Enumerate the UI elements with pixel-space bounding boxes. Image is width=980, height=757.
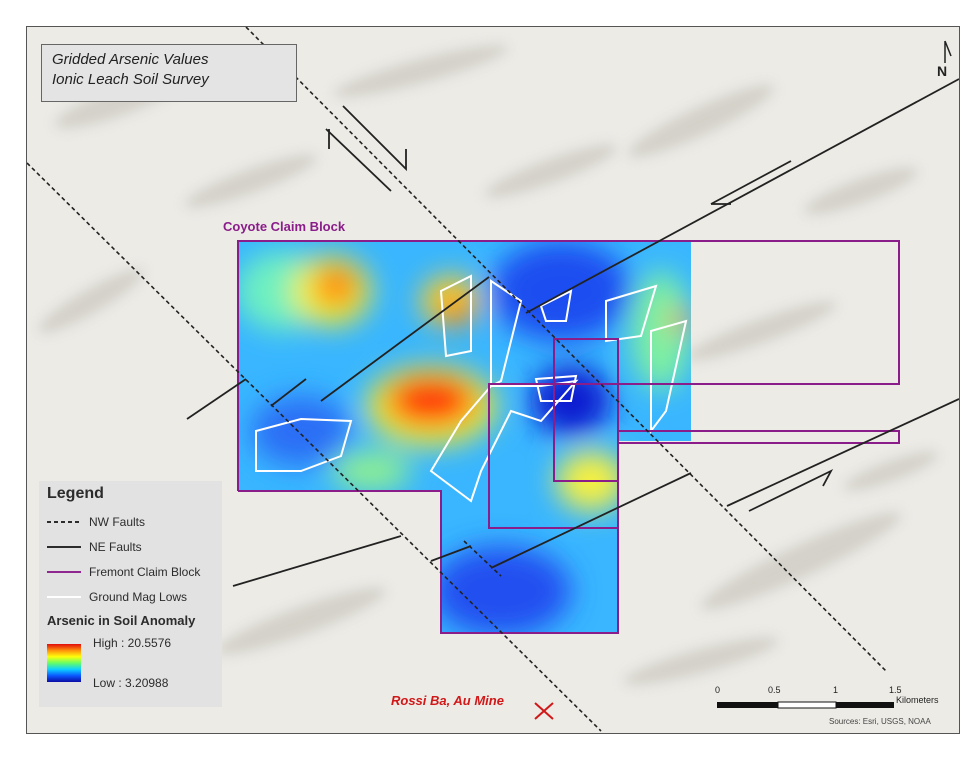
scale-tick: 1	[833, 685, 839, 695]
color-ramp	[47, 644, 81, 682]
claim-block-outlines	[237, 240, 900, 634]
map-title-line2: Ionic Leach Soil Survey	[52, 71, 209, 88]
white-line-swatch	[47, 595, 81, 598]
legend-label: Ground Mag Lows	[89, 589, 188, 604]
scale-tick: 0	[715, 685, 721, 695]
ramp-high-label: High : 20.5576	[93, 636, 172, 650]
ramp-low-label: Low : 3.20988	[93, 676, 169, 690]
legend-label: NW Faults	[89, 514, 146, 529]
north-label: N	[937, 63, 948, 79]
legend: Legend NW Faults NE Faults Fremont Claim…	[39, 481, 222, 707]
scale-tick: 0.5	[768, 685, 781, 695]
hillshade-terrain	[38, 44, 939, 685]
legend-item-fremont-claim: Fremont Claim Block	[47, 559, 214, 584]
legend-item-mag-lows: Ground Mag Lows	[47, 584, 214, 609]
ne-faults	[186, 78, 959, 587]
scale-tick: 1.5	[889, 685, 902, 695]
legend-label: Fremont Claim Block	[89, 564, 201, 579]
legend-item-ne-faults: NE Faults	[47, 534, 214, 559]
arsenic-heatmap	[238, 241, 691, 633]
mine-label: Rossi Ba, Au Mine	[391, 693, 504, 708]
dashed-line-swatch	[47, 520, 81, 523]
legend-title: Legend	[47, 485, 104, 502]
solid-line-swatch	[47, 545, 81, 548]
map-canvas[interactable]	[27, 27, 959, 733]
purple-line-swatch	[47, 570, 81, 573]
scale-unit: Kilometers	[896, 695, 939, 705]
map-frame: Gridded Arsenic Values Ionic Leach Soil …	[26, 26, 960, 734]
coyote-claim-label: Coyote Claim Block	[223, 219, 346, 234]
map-title-line1: Gridded Arsenic Values	[52, 51, 209, 68]
sources-credit: Sources: Esri, USGS, NOAA	[829, 717, 931, 726]
anomaly-title: Arsenic in Soil Anomaly	[47, 613, 196, 628]
legend-item-nw-faults: NW Faults	[47, 509, 214, 534]
legend-label: NE Faults	[89, 539, 142, 554]
mine-symbol-icon	[534, 702, 554, 720]
map-title-box: Gridded Arsenic Values Ionic Leach Soil …	[41, 44, 297, 102]
north-arrow-icon	[944, 40, 952, 63]
scale-bar	[717, 701, 894, 709]
